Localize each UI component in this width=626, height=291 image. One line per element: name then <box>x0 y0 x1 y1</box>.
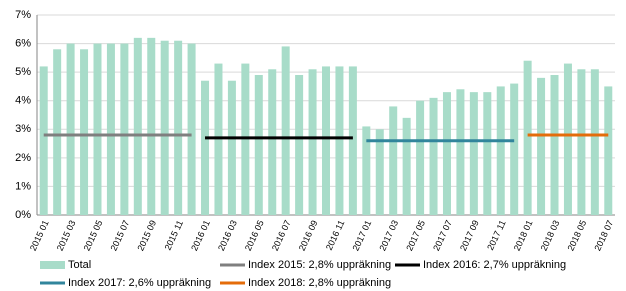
x-tick-label: 2015 05 <box>82 219 105 253</box>
bar <box>442 92 451 215</box>
x-tick-label: 2017 09 <box>458 219 481 253</box>
bar <box>335 66 344 215</box>
bar <box>550 75 559 215</box>
bar <box>281 46 290 215</box>
y-tick-label: 6% <box>15 37 31 49</box>
bar <box>39 66 48 215</box>
x-tick-label: 2017 01 <box>350 219 373 253</box>
x-tick-label: 2017 07 <box>431 219 454 253</box>
y-tick-label: 7% <box>15 9 31 21</box>
legend-label: Total <box>68 259 91 271</box>
legend-swatch <box>40 261 65 269</box>
x-tick-label: 2016 11 <box>324 219 347 252</box>
bar <box>469 92 478 215</box>
x-tick-label: 2015 07 <box>109 219 132 253</box>
bar <box>510 83 519 215</box>
x-tick-label: 2018 01 <box>512 219 535 253</box>
bar <box>295 75 304 215</box>
bar <box>227 80 236 215</box>
x-tick-label: 2015 09 <box>135 219 158 253</box>
y-tick-label: 4% <box>15 95 31 107</box>
x-tick-label: 2016 05 <box>243 219 266 253</box>
bar <box>523 60 532 215</box>
bar <box>496 86 505 215</box>
y-tick-label: 1% <box>15 180 31 192</box>
bar <box>563 63 572 216</box>
bar <box>120 43 129 216</box>
bar <box>187 43 196 216</box>
bar <box>416 100 425 215</box>
x-tick-label: 2017 05 <box>404 219 427 253</box>
bar <box>53 49 62 216</box>
bar <box>174 40 183 215</box>
bar <box>590 69 599 216</box>
x-tick-label: 2018 05 <box>566 219 589 253</box>
bar <box>254 75 263 215</box>
y-tick-label: 2% <box>15 152 31 164</box>
bar <box>402 117 411 215</box>
x-tick-label: 2018 03 <box>539 219 562 253</box>
x-tick-label: 2016 09 <box>297 219 320 253</box>
bar <box>106 43 115 216</box>
legend-label: Index 2018: 2,8% uppräkning <box>248 277 391 289</box>
x-tick-label: 2016 01 <box>189 219 212 253</box>
x-tick-label: 2015 03 <box>55 219 78 253</box>
x-tick-label: 2015 11 <box>163 219 186 252</box>
bar <box>93 43 102 216</box>
bar <box>147 37 156 215</box>
x-tick-label: 2016 07 <box>270 219 293 253</box>
bar <box>66 43 75 216</box>
x-tick-label: 2017 11 <box>485 219 508 252</box>
legend-label: Index 2016: 2,7% uppräkning <box>423 259 566 271</box>
bar <box>80 49 89 216</box>
bar <box>537 77 546 215</box>
bar <box>362 126 371 215</box>
bar <box>268 69 277 216</box>
y-tick-label: 5% <box>15 66 31 78</box>
legend-label: Index 2017: 2,6% uppräkning <box>68 277 211 289</box>
bar <box>429 97 438 215</box>
bar <box>375 129 384 215</box>
legend-label: Index 2015: 2,8% uppräkning <box>248 259 391 271</box>
x-tick-label: 2017 03 <box>377 219 400 253</box>
bar <box>348 66 357 215</box>
bar <box>389 106 398 215</box>
bar <box>308 69 317 216</box>
y-tick-label: 0% <box>15 209 31 221</box>
bar <box>133 37 142 215</box>
bar <box>483 92 492 215</box>
bar <box>577 69 586 216</box>
bar <box>201 80 210 215</box>
y-tick-label: 3% <box>15 123 31 135</box>
bar <box>322 66 330 215</box>
x-tick-label: 2015 01 <box>28 219 51 253</box>
x-tick-label: 2016 03 <box>216 219 239 253</box>
x-tick-label: 2018 07 <box>592 219 615 253</box>
bar <box>604 86 613 215</box>
bar <box>456 89 465 215</box>
bar <box>160 40 169 215</box>
